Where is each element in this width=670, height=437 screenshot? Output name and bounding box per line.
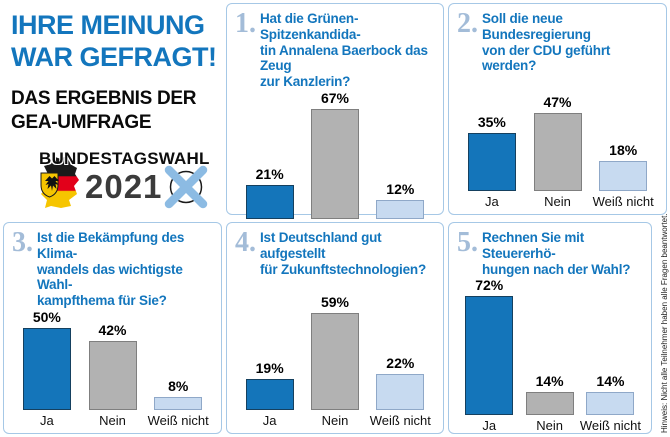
ballot-cross-icon bbox=[165, 166, 208, 209]
bar-value-label: 14% bbox=[596, 373, 625, 390]
bar-group-nein: 47% Nein bbox=[525, 74, 591, 210]
bar-group-weiss-nicht: 22% Weiß nicht bbox=[368, 277, 433, 429]
main-title-line2: WAR GEFRAGT! bbox=[11, 42, 217, 73]
bar-weiss-nicht bbox=[599, 161, 648, 191]
bar-group-ja: 21% Ja bbox=[237, 90, 302, 239]
bar-value-label: 8% bbox=[168, 378, 189, 395]
germany-map-eagle-icon bbox=[40, 156, 79, 209]
panel-4-bar-chart: 19% Ja 59% Nein 22% Weiß nicht bbox=[235, 277, 435, 429]
bar-category-label: Nein bbox=[99, 413, 126, 429]
bar-category-label: Ja bbox=[482, 418, 497, 434]
panel-2-header: 2. Soll die neue Bundesregierung von der… bbox=[457, 9, 658, 74]
panel-5-question: Rechnen Sie mit Steuererhö- hungen nach … bbox=[482, 230, 631, 277]
panel-4: 4. Ist Deutschland gut aufgestellt für Z… bbox=[226, 222, 444, 434]
bar-weiss-nicht bbox=[376, 199, 425, 220]
bar-group-weiss-nicht: 12% Weiß nicht bbox=[368, 90, 433, 239]
bar-nein bbox=[525, 392, 574, 416]
bar-value-label: 21% bbox=[255, 165, 284, 182]
bar-ja bbox=[22, 327, 71, 411]
bar-group-nein: 59% Nein bbox=[302, 277, 367, 429]
bar-value-label: 47% bbox=[543, 94, 572, 111]
logo-year: 2021 bbox=[85, 168, 163, 206]
panel-5: 5. Rechnen Sie mit Steuererhö- hungen na… bbox=[448, 222, 652, 434]
bar-category-label: Ja bbox=[39, 413, 54, 429]
panel-2: 2. Soll die neue Bundesregierung von der… bbox=[448, 3, 667, 215]
bar-weiss-nicht bbox=[376, 373, 425, 410]
bar-group-weiss-nicht: 14% Weiß nicht bbox=[580, 277, 641, 434]
bar-value-label: 59% bbox=[320, 293, 349, 310]
bar-group-ja: 72% Ja bbox=[459, 277, 519, 434]
panel-1-number: 1. bbox=[235, 8, 256, 39]
bar-value-label: 18% bbox=[609, 142, 638, 159]
bar-ja bbox=[245, 378, 294, 410]
panel-grid: IHRE MEINUNG WAR GEFRAGT! DAS ERGEBNIS D… bbox=[3, 3, 667, 434]
bundestagswahl-logo: BUNDESTAGSWAHL bbox=[39, 149, 223, 210]
main-title: IHRE MEINUNG WAR GEFRAGT! bbox=[11, 9, 220, 74]
panel-4-question: Ist Deutschland gut aufgestellt für Zuku… bbox=[260, 230, 426, 277]
bar-value-label: 72% bbox=[475, 277, 504, 294]
panel-4-number: 4. bbox=[235, 227, 256, 258]
bar-ja bbox=[465, 296, 514, 416]
bar-category-label: Ja bbox=[484, 194, 499, 209]
panel-2-number: 2. bbox=[457, 8, 478, 39]
bar-group-nein: 14% Nein bbox=[519, 277, 579, 434]
bar-category-label: Nein bbox=[544, 194, 571, 209]
bar-category-label: Weiß nicht bbox=[592, 194, 654, 209]
panel-3-header: 3. Ist die Bekämpfung des Klima- wandels… bbox=[12, 228, 213, 309]
bar-value-label: 67% bbox=[320, 89, 349, 106]
panel-5-header: 5. Rechnen Sie mit Steuererhö- hungen na… bbox=[457, 228, 643, 277]
bar-group-ja: 50% Ja bbox=[14, 309, 80, 430]
bar-value-label: 42% bbox=[98, 322, 127, 339]
bar-nein bbox=[88, 341, 137, 411]
panel-5-number: 5. bbox=[457, 227, 478, 258]
bar-category-label: Weiß nicht bbox=[579, 418, 642, 434]
bar-category-label: Ja bbox=[262, 413, 277, 428]
panel-1-question: Hat die Grünen-Spitzenkandida- tin Annal… bbox=[260, 11, 428, 90]
panel-3-number: 3. bbox=[12, 227, 33, 258]
bar-category-label: Nein bbox=[536, 418, 563, 434]
bar-value-label: 12% bbox=[386, 180, 415, 197]
bar-group-nein: 67% Nein bbox=[302, 90, 367, 239]
bar-category-label: Weiß nicht bbox=[147, 413, 209, 429]
subtitle-line2: GEA-UMFRAGE bbox=[11, 112, 152, 134]
footnote-vertical: Hinweis: Nicht alle Teilnehmer haben all… bbox=[660, 213, 669, 433]
main-title-line1: IHRE MEINUNG bbox=[11, 10, 205, 40]
panel-5-bar-chart: 72% Ja 14% Nein 14% Weiß nicht bbox=[457, 277, 643, 434]
bar-value-label: 35% bbox=[477, 114, 506, 131]
panel-3-question: Ist die Bekämpfung des Klima- wandels da… bbox=[37, 230, 185, 309]
panel-3-bar-chart: 50% Ja 42% Nein 8% Weiß nicht bbox=[12, 309, 213, 430]
bar-value-label: 19% bbox=[255, 359, 284, 376]
panel-2-bar-chart: 35% Ja 47% Nein 18% Weiß nicht bbox=[457, 74, 658, 210]
subtitle: DAS ERGEBNIS DER GEA-UMFRAGE bbox=[11, 87, 220, 136]
logo-row: 2021 bbox=[39, 156, 223, 210]
subtitle-line1: DAS ERGEBNIS DER bbox=[11, 87, 197, 109]
bar-nein bbox=[310, 108, 359, 220]
panel-3: 3. Ist die Bekämpfung des Klima- wandels… bbox=[3, 222, 222, 434]
bar-ja bbox=[467, 133, 516, 191]
bar-value-label: 22% bbox=[386, 354, 415, 371]
masthead: IHRE MEINUNG WAR GEFRAGT! DAS ERGEBNIS D… bbox=[3, 3, 222, 215]
bar-category-label: Nein bbox=[321, 413, 349, 428]
bar-value-label: 50% bbox=[32, 308, 61, 325]
bar-nein bbox=[533, 113, 582, 191]
bar-nein bbox=[310, 312, 359, 410]
bar-category-label: Weiß nicht bbox=[369, 413, 431, 428]
panel-1-bar-chart: 21% Ja 67% Nein 12% Weiß nicht bbox=[235, 90, 435, 239]
panel-1: 1. Hat die Grünen-Spitzenkandida- tin An… bbox=[226, 3, 444, 237]
bar-group-nein: 42% Nein bbox=[80, 309, 146, 430]
bar-value-label: 14% bbox=[535, 373, 564, 390]
panel-4-header: 4. Ist Deutschland gut aufgestellt für Z… bbox=[235, 228, 435, 277]
bar-group-weiss-nicht: 8% Weiß nicht bbox=[145, 309, 211, 430]
bar-weiss-nicht bbox=[154, 397, 203, 411]
bar-group-weiss-nicht: 18% Weiß nicht bbox=[590, 74, 656, 210]
bar-group-ja: 19% Ja bbox=[237, 277, 302, 429]
bar-ja bbox=[245, 184, 294, 220]
logo-wordmark: BUNDESTAGSWAHL bbox=[39, 149, 210, 169]
bar-group-ja: 35% Ja bbox=[459, 74, 525, 210]
panel-2-question: Soll die neue Bundesregierung von der CD… bbox=[482, 11, 611, 74]
panel-1-header: 1. Hat die Grünen-Spitzenkandida- tin An… bbox=[235, 9, 435, 90]
bar-weiss-nicht bbox=[586, 392, 635, 416]
